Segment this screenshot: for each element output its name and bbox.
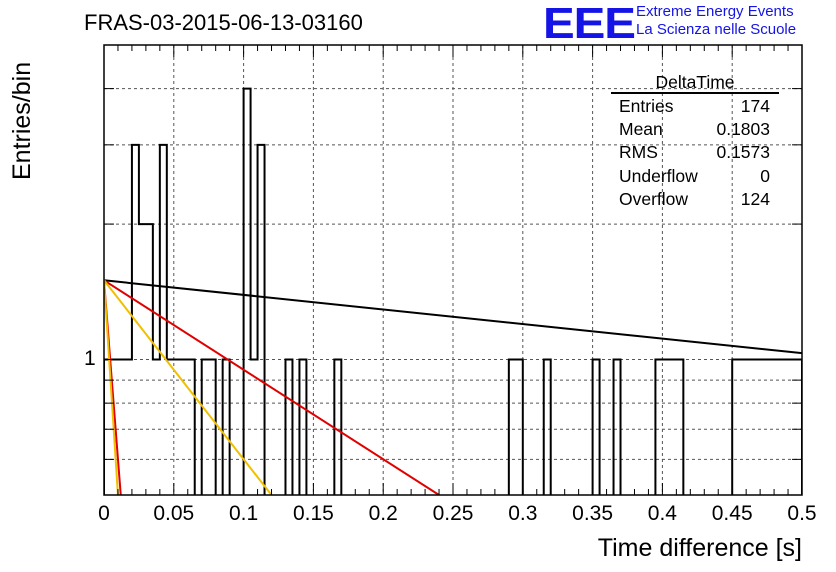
- stats-label: Entries: [619, 96, 674, 116]
- x-tick-label: 0.4: [647, 502, 677, 525]
- x-tick-label: 0: [98, 502, 110, 525]
- x-tick-label: 0.5: [787, 502, 817, 525]
- chart-title: FRAS-03-2015-06-13-03160: [84, 10, 363, 35]
- histogram-bin: [258, 145, 265, 495]
- x-tick-label: 0.1: [228, 502, 259, 525]
- x-tick-label: 0.05: [153, 502, 195, 525]
- stats-value: 124: [740, 188, 770, 209]
- y-axis-label: Entries/bin: [8, 61, 36, 180]
- x-tick-label: 0.2: [368, 502, 398, 525]
- histogram-outline: [104, 87, 802, 495]
- stats-row: Entries 174: [611, 95, 779, 118]
- stats-value: 0.1573: [716, 142, 770, 163]
- eee-logo: EEE: [543, 0, 636, 48]
- x-tick-label: 0.45: [711, 502, 753, 525]
- x-axis-label: Time difference [s]: [597, 534, 802, 562]
- stats-label: RMS: [619, 142, 658, 163]
- x-tick-label: 0.35: [572, 502, 614, 525]
- stats-value: 0: [760, 165, 770, 186]
- stats-label: Overflow: [619, 188, 689, 209]
- y-tick-label: 1: [84, 346, 96, 370]
- stats-title: DeltaTime: [611, 72, 779, 94]
- stats-row: Mean 0.1803: [611, 118, 779, 141]
- eee-logo-line1: Extreme Energy Events: [636, 3, 794, 20]
- fit-line: [104, 280, 119, 495]
- stats-label: Mean: [619, 119, 663, 140]
- eee-logo-line2: La Scienza nelle Scuole: [636, 21, 797, 38]
- stats-row: Overflow 124: [611, 188, 779, 211]
- x-tick-label: 0.3: [508, 502, 538, 525]
- histogram-bin: [244, 89, 251, 495]
- fit-line: [104, 279, 802, 355]
- x-tick-label: 0.15: [292, 502, 334, 525]
- x-tick-label: 0.25: [432, 502, 474, 525]
- stats-value: 174: [740, 96, 770, 116]
- stats-value: 0.1803: [716, 119, 770, 140]
- fit-line: [104, 279, 440, 495]
- stats-row: RMS 0.1573: [611, 141, 779, 164]
- stats-box: DeltaTime Entries 174 Mean 0.1803 RMS 0.157…: [611, 72, 779, 211]
- eee-logo-text: Extreme Energy Events La Scienza nelle S…: [636, 3, 796, 39]
- stats-label: Underflow: [619, 165, 698, 186]
- fit-line: [104, 279, 273, 495]
- stats-row: Underflow 0: [611, 165, 779, 188]
